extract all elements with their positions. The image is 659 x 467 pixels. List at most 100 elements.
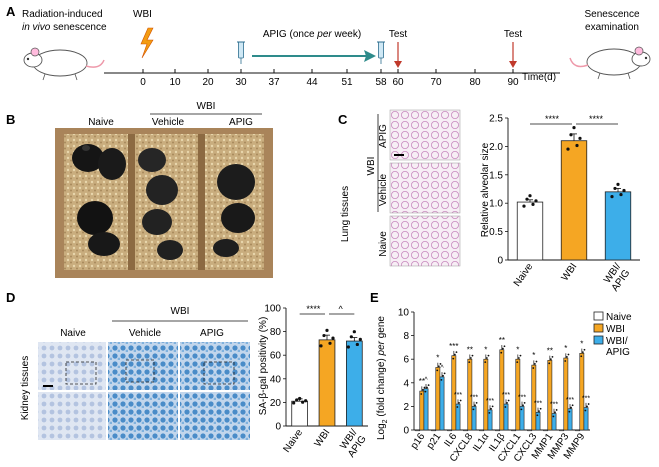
data-point bbox=[535, 360, 538, 363]
sig-label: * bbox=[580, 339, 583, 348]
data-point bbox=[568, 410, 571, 413]
data-point bbox=[536, 414, 539, 417]
sig-label: *** bbox=[470, 395, 478, 402]
data-point bbox=[491, 405, 494, 408]
data-point bbox=[587, 403, 590, 405]
lung-ylabel: Relative alveolar size bbox=[480, 142, 491, 237]
gene-category-label: p16 bbox=[409, 431, 428, 451]
sig-label: ** bbox=[467, 345, 473, 354]
y-tick-label: 0 bbox=[403, 426, 409, 437]
bar bbox=[503, 403, 509, 431]
bar bbox=[439, 376, 445, 431]
bar bbox=[559, 429, 565, 432]
data-point bbox=[549, 358, 552, 361]
bar bbox=[291, 400, 308, 427]
apig-arrow-head bbox=[364, 50, 376, 62]
legend-swatch-apig bbox=[593, 335, 604, 345]
y-tick-label: 2.5 bbox=[489, 114, 503, 125]
timeline-tick-label: 10 bbox=[169, 77, 181, 88]
data-point bbox=[358, 337, 362, 341]
data-point bbox=[572, 125, 576, 130]
photo-vehicle-label: Vehicle bbox=[152, 117, 185, 128]
bar bbox=[563, 357, 569, 431]
panel-a-label: A bbox=[6, 4, 16, 19]
lung-side-label: Lung tissues bbox=[340, 186, 351, 242]
bar bbox=[499, 349, 505, 431]
test1-label: Test bbox=[389, 29, 408, 40]
timeline-tick-label: 80 bbox=[469, 77, 481, 88]
data-point bbox=[453, 353, 456, 356]
data-point bbox=[503, 345, 506, 348]
data-point bbox=[523, 401, 526, 404]
data-point bbox=[533, 363, 536, 365]
data-point bbox=[436, 369, 439, 372]
y-tick-label: 40 bbox=[270, 374, 282, 385]
bar bbox=[423, 388, 429, 431]
data-point bbox=[517, 357, 520, 359]
data-point bbox=[532, 367, 535, 369]
data-point bbox=[613, 186, 617, 191]
sig-label: ** bbox=[419, 377, 425, 386]
data-point bbox=[528, 194, 532, 198]
bar bbox=[479, 429, 485, 432]
data-point bbox=[304, 399, 308, 403]
gene-ylabel: Log2 (fold change) per gene bbox=[376, 316, 389, 440]
sig-label: *** bbox=[486, 398, 494, 405]
bar bbox=[495, 429, 501, 432]
bar bbox=[463, 429, 469, 432]
sig-label: * bbox=[516, 345, 519, 354]
sig-label: * bbox=[532, 351, 535, 360]
timeline-axis-label: Time(d) bbox=[522, 72, 556, 83]
category-label: Naive bbox=[512, 261, 536, 289]
data-point bbox=[456, 406, 459, 408]
bar bbox=[547, 360, 553, 431]
bar bbox=[447, 429, 453, 432]
data-point bbox=[522, 204, 526, 208]
legend-swatch-wbi bbox=[593, 323, 604, 333]
data-point bbox=[452, 357, 455, 360]
kidney-apig-top bbox=[180, 342, 250, 390]
data-point bbox=[439, 363, 442, 365]
mouse-right-icon bbox=[569, 46, 651, 80]
data-point bbox=[554, 411, 556, 414]
lung-image-naive bbox=[389, 215, 461, 267]
data-point bbox=[534, 199, 538, 203]
data-point bbox=[520, 408, 523, 411]
timeline-tick-label: 20 bbox=[202, 77, 214, 88]
data-point bbox=[580, 355, 583, 358]
data-point bbox=[298, 396, 302, 401]
data-point bbox=[475, 401, 478, 404]
data-point bbox=[443, 372, 446, 375]
photo-wbi-label: WBI bbox=[197, 101, 216, 112]
data-point bbox=[458, 401, 460, 404]
data-point bbox=[500, 351, 503, 354]
alveolar-chart: 0 0.5 1.0 1.5 2.0 2.5 Naive WBI WBI/APIG **** **** bbox=[489, 114, 640, 294]
data-point bbox=[583, 348, 586, 351]
data-point bbox=[501, 347, 504, 350]
data-point bbox=[325, 328, 329, 332]
lightning-icon bbox=[140, 27, 154, 59]
bar bbox=[455, 403, 461, 431]
lung-image-vehicle bbox=[389, 162, 461, 214]
data-point bbox=[578, 136, 582, 140]
timeline-tick-label: 60 bbox=[392, 77, 404, 88]
data-point bbox=[552, 415, 555, 418]
category-label: Naive bbox=[281, 427, 305, 455]
data-point bbox=[322, 333, 326, 338]
category-label: WBI bbox=[560, 261, 580, 283]
bar bbox=[419, 390, 425, 431]
bar bbox=[575, 429, 581, 432]
kidney-zoom-box-apig bbox=[203, 361, 235, 385]
bar bbox=[318, 339, 336, 427]
data-point bbox=[522, 404, 524, 407]
data-point bbox=[555, 409, 558, 411]
sig-label: *** bbox=[534, 400, 542, 407]
bar bbox=[431, 429, 437, 432]
y-tick-label: 1.5 bbox=[489, 170, 503, 181]
sig-label: ^ bbox=[424, 377, 428, 384]
legend-apig-line2: APIG bbox=[606, 347, 630, 358]
kidney-vehicle-top bbox=[108, 342, 178, 390]
data-point bbox=[610, 195, 614, 199]
kidney-ylabel: SA-β-gal positivity (%) bbox=[258, 317, 269, 416]
data-point bbox=[485, 357, 488, 359]
